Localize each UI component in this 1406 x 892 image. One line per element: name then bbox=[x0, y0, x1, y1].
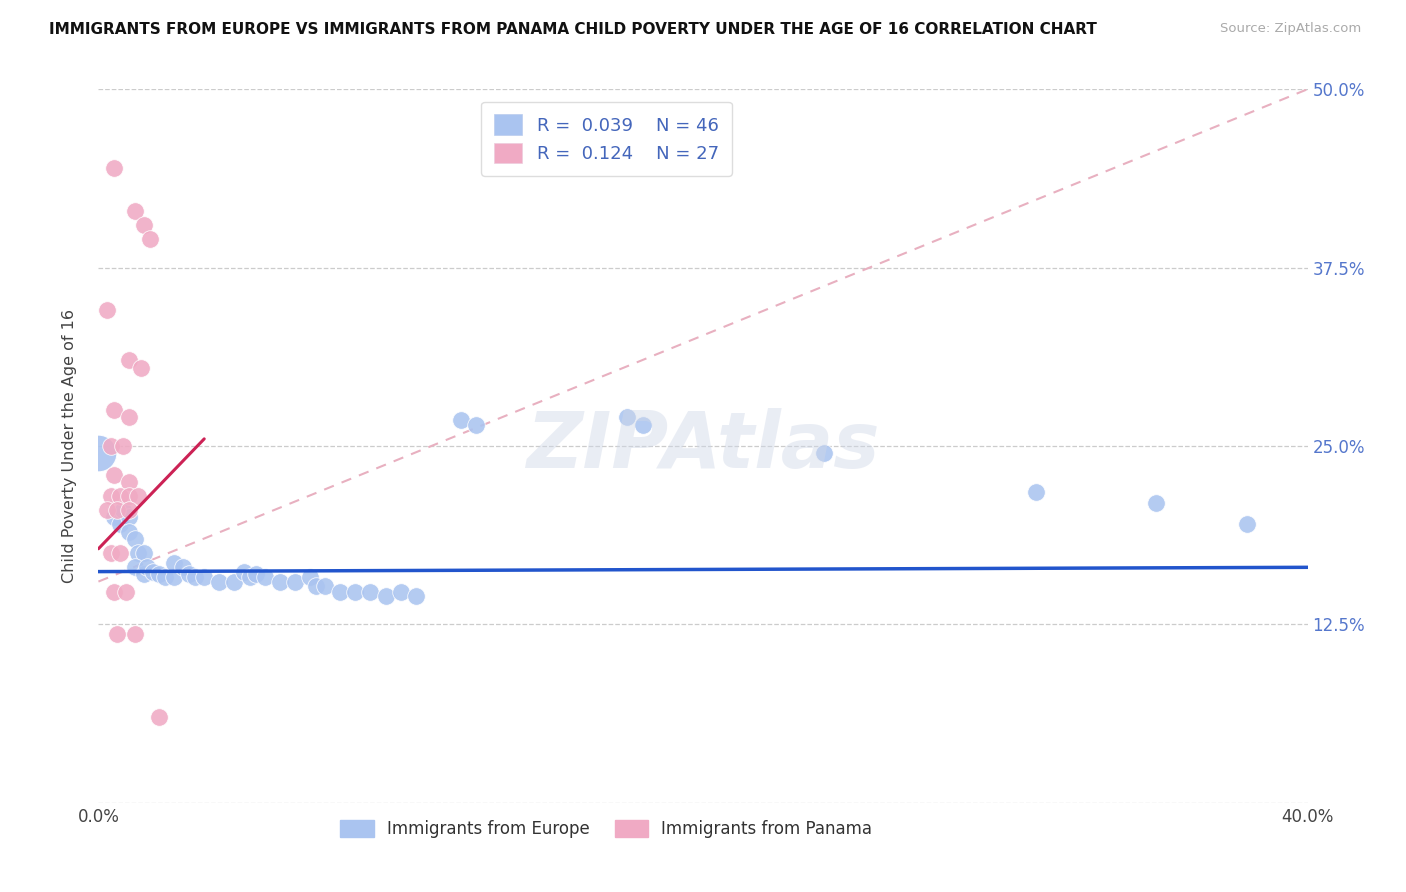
Point bbox=[108, 517, 131, 532]
Point bbox=[389, 584, 412, 599]
Legend: Immigrants from Europe, Immigrants from Panama: Immigrants from Europe, Immigrants from … bbox=[333, 813, 879, 845]
Point bbox=[100, 546, 122, 560]
Point bbox=[127, 546, 149, 560]
Point bbox=[148, 567, 170, 582]
Point bbox=[284, 574, 307, 589]
Point bbox=[100, 489, 122, 503]
Point bbox=[305, 579, 328, 593]
Point bbox=[239, 570, 262, 584]
Point bbox=[374, 589, 396, 603]
Point bbox=[172, 560, 194, 574]
Point bbox=[132, 218, 155, 232]
Point bbox=[314, 579, 336, 593]
Point bbox=[103, 161, 125, 175]
Point bbox=[105, 503, 128, 517]
Point bbox=[103, 403, 125, 417]
Y-axis label: Child Poverty Under the Age of 16: Child Poverty Under the Age of 16 bbox=[62, 309, 77, 583]
Point bbox=[103, 467, 125, 482]
Point bbox=[118, 489, 141, 503]
Point bbox=[118, 353, 141, 368]
Point bbox=[232, 565, 254, 579]
Point bbox=[450, 413, 472, 427]
Point bbox=[1144, 496, 1167, 510]
Point bbox=[344, 584, 367, 599]
Text: IMMIGRANTS FROM EUROPE VS IMMIGRANTS FROM PANAMA CHILD POVERTY UNDER THE AGE OF : IMMIGRANTS FROM EUROPE VS IMMIGRANTS FRO… bbox=[49, 22, 1097, 37]
Point bbox=[118, 475, 141, 489]
Point bbox=[1024, 484, 1046, 499]
Point bbox=[153, 570, 176, 584]
Point bbox=[105, 627, 128, 641]
Point bbox=[360, 584, 382, 599]
Point bbox=[127, 489, 149, 503]
Point bbox=[124, 560, 146, 574]
Point bbox=[813, 446, 835, 460]
Point bbox=[118, 503, 141, 517]
Point bbox=[465, 417, 488, 432]
Point bbox=[179, 567, 201, 582]
Point bbox=[124, 203, 146, 218]
Point bbox=[103, 584, 125, 599]
Point bbox=[124, 532, 146, 546]
Point bbox=[139, 232, 162, 246]
Point bbox=[124, 627, 146, 641]
Point bbox=[329, 584, 352, 599]
Text: ZIPAtlas: ZIPAtlas bbox=[526, 408, 880, 484]
Point bbox=[118, 524, 141, 539]
Point bbox=[132, 567, 155, 582]
Point bbox=[299, 570, 322, 584]
Point bbox=[96, 503, 118, 517]
Point bbox=[100, 439, 122, 453]
Point bbox=[87, 446, 110, 460]
Point bbox=[103, 510, 125, 524]
Point bbox=[616, 410, 638, 425]
Point bbox=[142, 565, 165, 579]
Point bbox=[148, 710, 170, 724]
Point bbox=[193, 570, 215, 584]
Point bbox=[269, 574, 291, 589]
Point bbox=[96, 303, 118, 318]
Point bbox=[132, 546, 155, 560]
Point bbox=[163, 556, 186, 570]
Text: Source: ZipAtlas.com: Source: ZipAtlas.com bbox=[1220, 22, 1361, 36]
Point bbox=[631, 417, 654, 432]
Point bbox=[129, 360, 152, 375]
Point bbox=[108, 546, 131, 560]
Point bbox=[253, 570, 276, 584]
Point bbox=[405, 589, 427, 603]
Point bbox=[184, 570, 207, 584]
Point bbox=[1236, 517, 1258, 532]
Point bbox=[111, 503, 134, 517]
Point bbox=[135, 560, 157, 574]
Point bbox=[208, 574, 231, 589]
Point bbox=[111, 439, 134, 453]
Point bbox=[108, 489, 131, 503]
Point bbox=[245, 567, 267, 582]
Point bbox=[114, 584, 136, 599]
Point bbox=[163, 570, 186, 584]
Point bbox=[224, 574, 246, 589]
Point bbox=[118, 510, 141, 524]
Point bbox=[118, 410, 141, 425]
